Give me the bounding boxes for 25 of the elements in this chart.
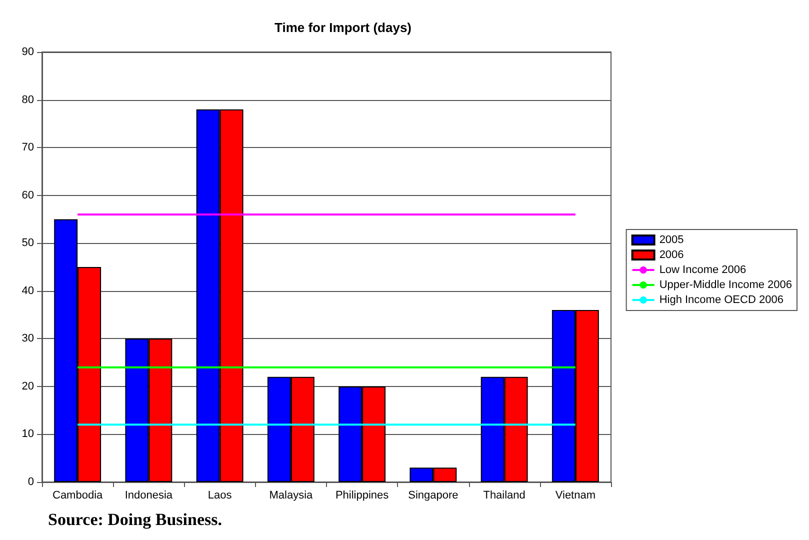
y-tick-label: 70 bbox=[22, 142, 34, 154]
y-tick-label: 60 bbox=[22, 189, 34, 202]
legend-label: Low Income 2006 bbox=[659, 264, 746, 276]
legend-label: 2006 bbox=[659, 249, 684, 261]
y-tick-label: 90 bbox=[22, 46, 34, 58]
y-tick-label: 80 bbox=[22, 94, 34, 106]
y-tick-label: 50 bbox=[22, 237, 34, 250]
y-tick-label: 10 bbox=[22, 428, 34, 440]
legend-label: Upper-Middle Income 2006 bbox=[659, 279, 792, 291]
y-tick-label: 20 bbox=[22, 380, 34, 392]
x-tick-label: Malaysia bbox=[269, 490, 314, 502]
x-tick-label: Vietnam bbox=[555, 490, 596, 502]
x-tick-label: Laos bbox=[208, 490, 232, 502]
x-tick-label: Philippines bbox=[335, 490, 390, 502]
x-tick-label: Singapore bbox=[408, 490, 458, 502]
legend-label: High Income OECD 2006 bbox=[659, 294, 784, 306]
y-tick-label: 30 bbox=[22, 332, 34, 345]
x-tick-label: Thailand bbox=[483, 490, 526, 502]
x-tick-label: Indonesia bbox=[124, 490, 174, 502]
y-tick-label: 0 bbox=[28, 476, 34, 488]
chart-title: Time for Import (days) bbox=[274, 20, 412, 35]
source-note: Source: Doing Business. bbox=[48, 510, 222, 529]
y-tick-label: 40 bbox=[22, 284, 34, 297]
legend-label: 2005 bbox=[659, 234, 684, 246]
x-tick-label: Cambodia bbox=[52, 490, 104, 502]
